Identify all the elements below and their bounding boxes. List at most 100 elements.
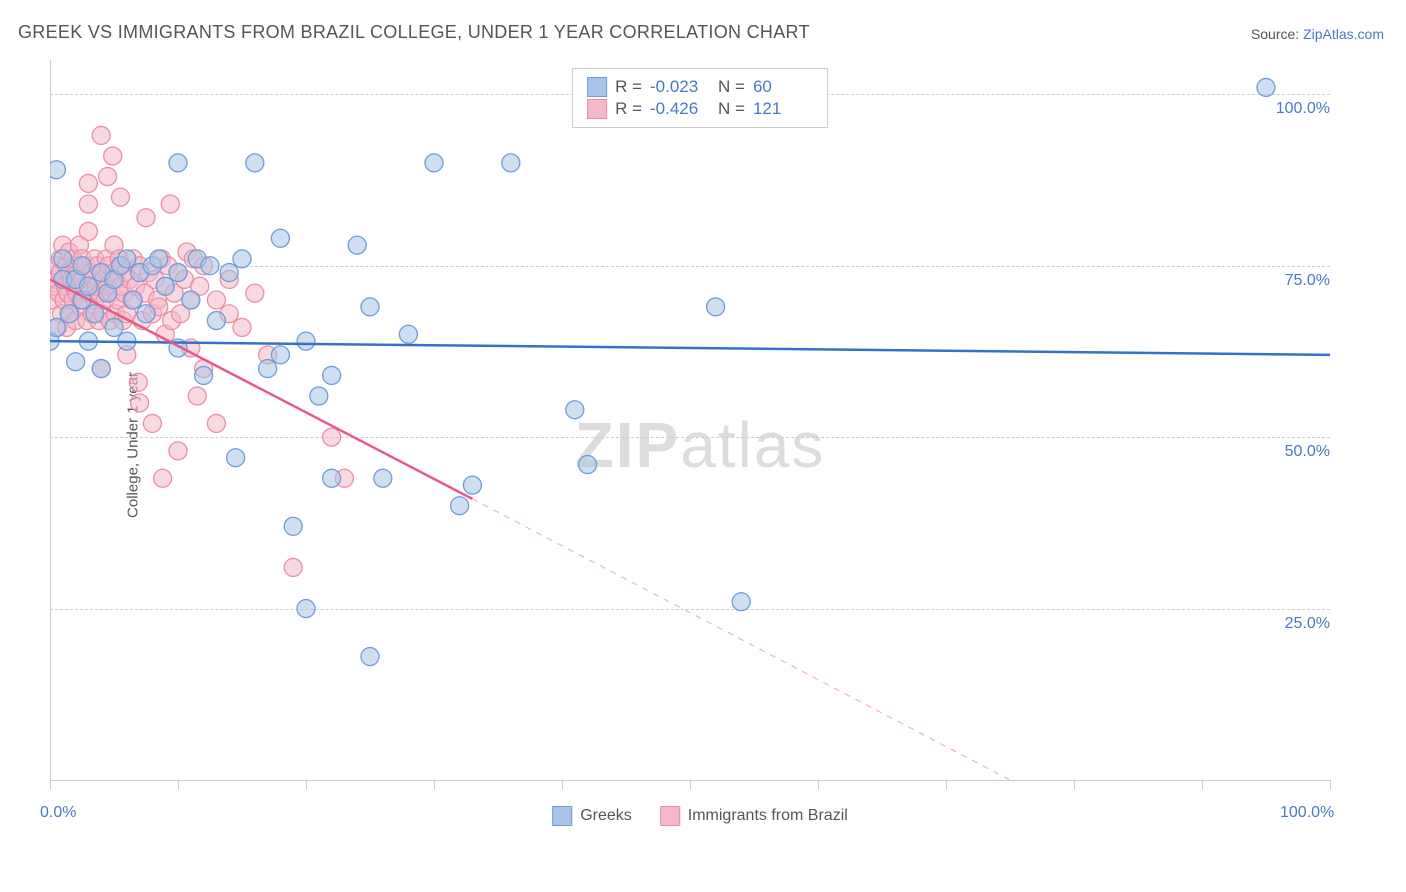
- trend-line-extension: [472, 499, 1010, 780]
- data-point: [73, 257, 91, 275]
- data-point: [707, 298, 725, 316]
- source-prefix: Source:: [1251, 26, 1303, 42]
- data-point: [323, 428, 341, 446]
- data-point: [137, 305, 155, 323]
- legend-label-greeks: Greeks: [580, 807, 632, 825]
- data-point: [169, 154, 187, 172]
- data-point: [246, 284, 264, 302]
- data-point: [111, 188, 129, 206]
- data-point: [124, 291, 142, 309]
- data-point: [137, 209, 155, 227]
- x-tick: [1330, 780, 1331, 790]
- data-point: [348, 236, 366, 254]
- n-label: N =: [718, 77, 745, 97]
- data-point: [579, 456, 597, 474]
- chart-area: College, Under 1 year ZIPatlas R = -0.02…: [50, 60, 1350, 830]
- data-point: [104, 147, 122, 165]
- data-point: [566, 401, 584, 419]
- data-point: [284, 517, 302, 535]
- data-point: [233, 318, 251, 336]
- x-tick: [306, 780, 307, 790]
- x-tick: [434, 780, 435, 790]
- r-label: R =: [615, 77, 642, 97]
- legend-row: R = -0.426 N = 121: [587, 99, 813, 119]
- data-point: [79, 277, 97, 295]
- r-value-greeks: -0.023: [650, 77, 710, 97]
- x-tick: [50, 780, 51, 790]
- n-value-greeks: 60: [753, 77, 813, 97]
- data-point: [1257, 78, 1275, 96]
- x-tick: [946, 780, 947, 790]
- data-point: [105, 318, 123, 336]
- y-axis-label: 100.0%: [1270, 100, 1330, 118]
- data-point: [169, 442, 187, 460]
- data-point: [161, 195, 179, 213]
- y-axis-label: 75.0%: [1270, 272, 1330, 290]
- x-tick: [818, 780, 819, 790]
- legend-swatch-greeks: [587, 77, 607, 97]
- data-point: [233, 250, 251, 268]
- data-point: [54, 250, 72, 268]
- data-point: [361, 298, 379, 316]
- x-axis-label: 0.0%: [40, 804, 76, 822]
- r-value-brazil: -0.426: [650, 99, 710, 119]
- data-point: [86, 305, 104, 323]
- legend-series: Greeks Immigrants from Brazil: [552, 806, 848, 826]
- data-point: [310, 387, 328, 405]
- data-point: [399, 325, 417, 343]
- scatter-plot: [50, 60, 1330, 780]
- data-point: [207, 312, 225, 330]
- source-attribution: Source: ZipAtlas.com: [1251, 26, 1384, 42]
- data-point: [150, 250, 168, 268]
- data-point: [79, 174, 97, 192]
- data-point: [284, 558, 302, 576]
- legend-swatch-greeks: [552, 806, 572, 826]
- legend-item-brazil: Immigrants from Brazil: [660, 806, 848, 826]
- data-point: [92, 360, 110, 378]
- data-point: [227, 449, 245, 467]
- data-point: [60, 305, 78, 323]
- data-point: [297, 600, 315, 618]
- data-point: [67, 353, 85, 371]
- data-point: [79, 195, 97, 213]
- data-point: [220, 264, 238, 282]
- data-point: [131, 394, 149, 412]
- data-point: [154, 469, 172, 487]
- legend-item-greeks: Greeks: [552, 806, 632, 826]
- legend-swatch-brazil: [587, 99, 607, 119]
- chart-title: GREEK VS IMMIGRANTS FROM BRAZIL COLLEGE,…: [18, 22, 810, 43]
- data-point: [271, 229, 289, 247]
- data-point: [92, 126, 110, 144]
- data-point: [143, 414, 161, 432]
- legend-row: R = -0.023 N = 60: [587, 77, 813, 97]
- data-point: [374, 469, 392, 487]
- data-point: [129, 373, 147, 391]
- data-point: [259, 360, 277, 378]
- data-point: [271, 346, 289, 364]
- data-point: [207, 414, 225, 432]
- legend-label-brazil: Immigrants from Brazil: [688, 807, 848, 825]
- data-point: [201, 257, 219, 275]
- data-point: [99, 168, 117, 186]
- data-point: [50, 161, 65, 179]
- data-point: [502, 154, 520, 172]
- data-point: [732, 593, 750, 611]
- data-point: [463, 476, 481, 494]
- r-label: R =: [615, 99, 642, 119]
- data-point: [361, 648, 379, 666]
- legend-swatch-brazil: [660, 806, 680, 826]
- data-point: [195, 366, 213, 384]
- x-tick: [1202, 780, 1203, 790]
- x-tick: [178, 780, 179, 790]
- legend-correlation: R = -0.023 N = 60 R = -0.426 N = 121: [572, 68, 828, 128]
- trend-line: [50, 279, 472, 498]
- data-point: [207, 291, 225, 309]
- x-tick: [1074, 780, 1075, 790]
- y-axis-label: 25.0%: [1270, 615, 1330, 633]
- x-tick: [562, 780, 563, 790]
- trend-line: [50, 341, 1330, 355]
- data-point: [169, 264, 187, 282]
- x-tick: [690, 780, 691, 790]
- data-point: [451, 497, 469, 515]
- source-link[interactable]: ZipAtlas.com: [1303, 26, 1384, 42]
